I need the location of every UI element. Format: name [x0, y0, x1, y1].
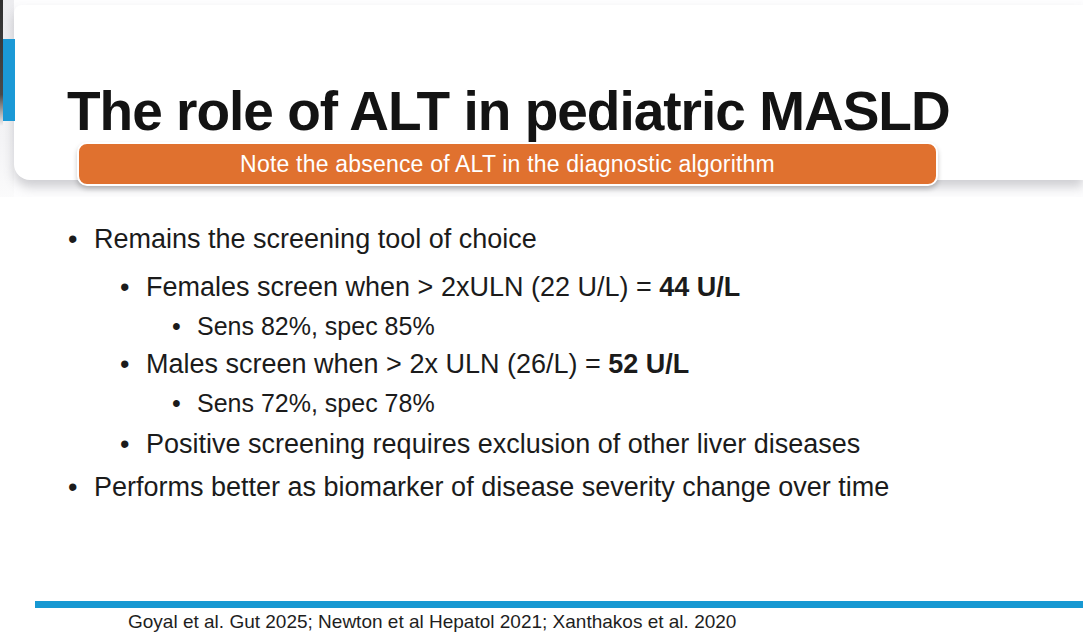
- bullet-text-normal: Males screen when > 2x ULN (26/L) =: [146, 349, 608, 379]
- bullet-item: • Females screen when > 2xULN (22 U/L) =…: [120, 272, 1068, 304]
- bullet-marker: •: [172, 389, 197, 419]
- bullet-text: Positive screening requires exclusion of…: [146, 429, 860, 461]
- bullet-marker: •: [120, 429, 146, 461]
- bullet-marker: •: [120, 272, 146, 304]
- bullet-text: Remains the screening tool of choice: [94, 224, 537, 256]
- slide-title: The role of ALT in pediatric MASLD: [67, 81, 950, 142]
- footer-divider-bar: [35, 601, 1083, 608]
- bullet-text-bold: 52 U/L: [608, 349, 689, 379]
- highlight-banner-text: Note the absence of ALT in the diagnosti…: [240, 151, 775, 178]
- bullet-text: Sens 82%, spec 85%: [197, 312, 435, 342]
- bullet-marker: •: [68, 224, 94, 256]
- bullet-text: Females screen when > 2xULN (22 U/L) = 4…: [146, 272, 740, 304]
- bullet-item: • Sens 72%, spec 78%: [172, 389, 1068, 419]
- bullet-item: • Males screen when > 2x ULN (26/L) = 52…: [120, 349, 1068, 381]
- bullet-item: • Sens 82%, spec 85%: [172, 312, 1068, 342]
- highlight-banner: Note the absence of ALT in the diagnosti…: [77, 142, 938, 186]
- bullet-item: • Positive screening requires exclusion …: [120, 429, 1068, 461]
- bullet-text-bold: 44 U/L: [659, 272, 740, 302]
- bullet-marker: •: [120, 349, 146, 381]
- bullet-marker: •: [68, 472, 94, 504]
- bullet-item: • Performs better as biomarker of diseas…: [68, 472, 1068, 504]
- bullet-marker: •: [172, 312, 197, 342]
- bullet-text-normal: Females screen when > 2xULN (22 U/L) =: [146, 272, 659, 302]
- bullet-list: • Remains the screening tool of choice •…: [68, 224, 1068, 520]
- blue-accent-bar: [3, 39, 15, 121]
- citation-text: Goyal et al. Gut 2025; Newton et al Hepa…: [128, 611, 736, 633]
- bullet-text: Males screen when > 2x ULN (26/L) = 52 U…: [146, 349, 689, 381]
- bullet-text: Sens 72%, spec 78%: [197, 389, 435, 419]
- bullet-text: Performs better as biomarker of disease …: [94, 472, 889, 504]
- bullet-item: • Remains the screening tool of choice: [68, 224, 1068, 256]
